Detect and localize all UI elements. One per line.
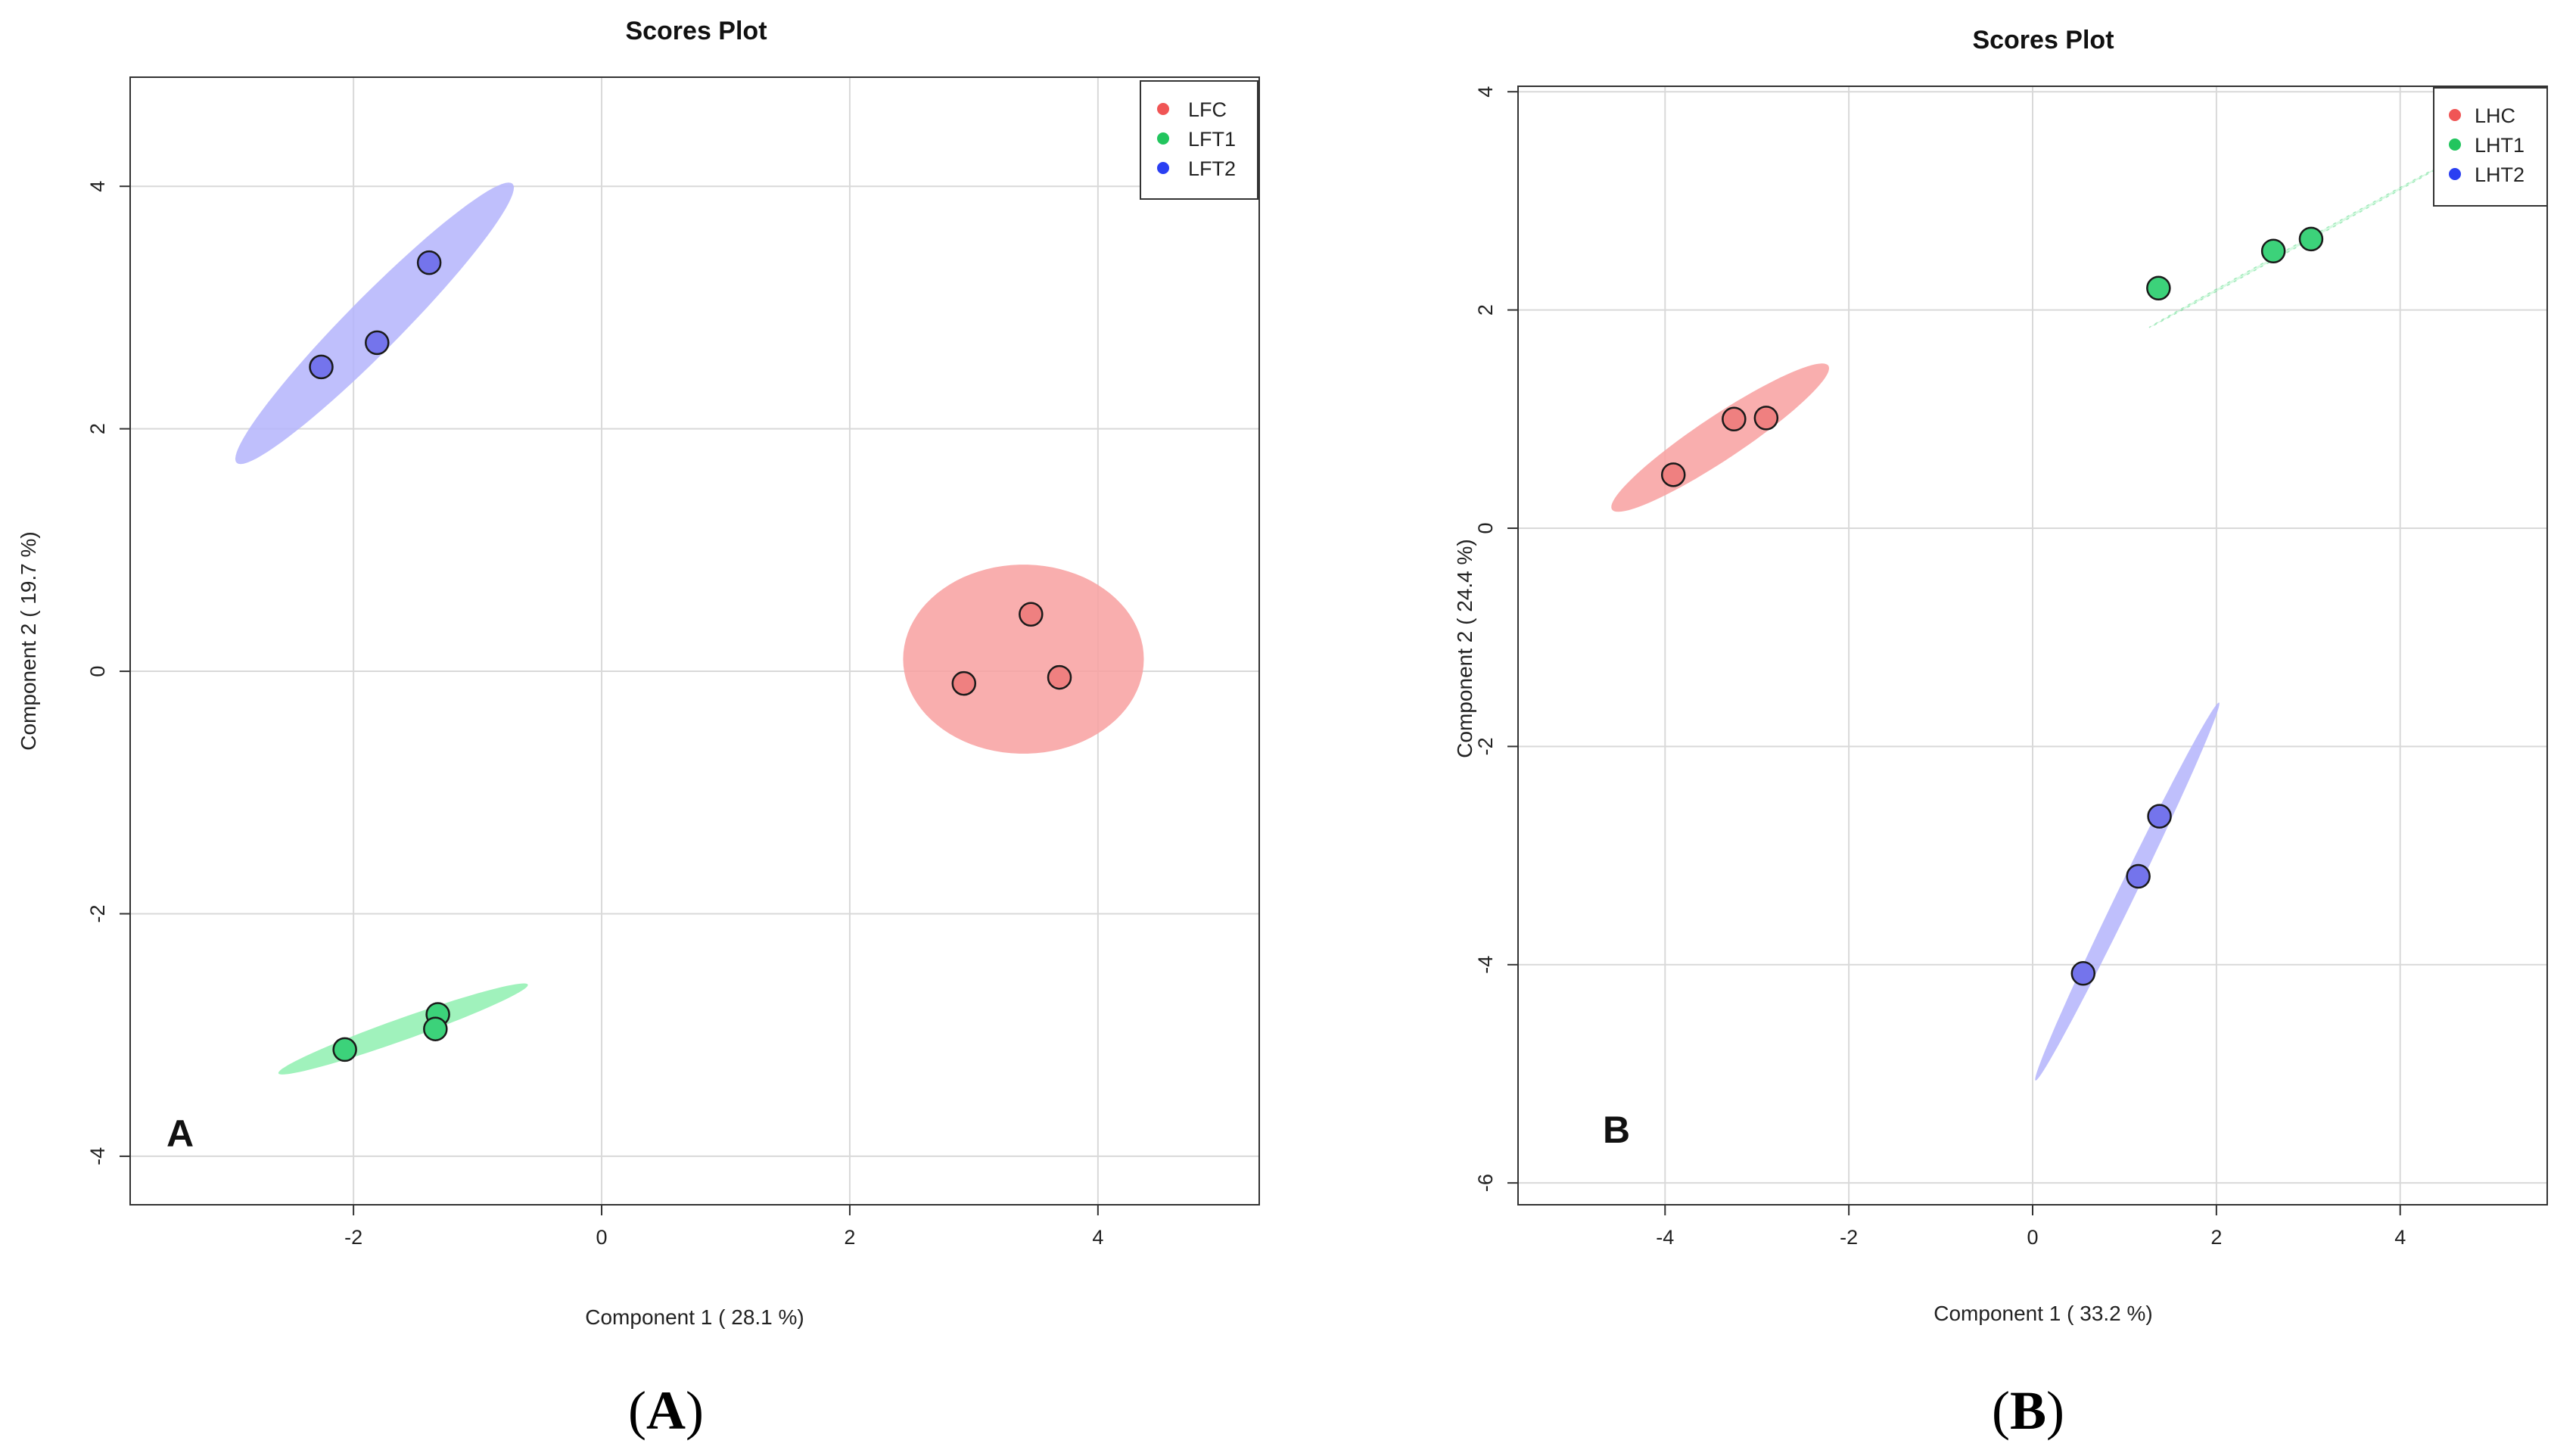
chart-a-y-tick-label: 2 xyxy=(86,423,109,434)
caption-a-open-paren: ( xyxy=(628,1380,646,1441)
chart-b-x-tick-label: 4 xyxy=(2394,1226,2406,1249)
chart-a-y-tick-label: -4 xyxy=(86,1147,109,1165)
chart-a-y-tick-label: -2 xyxy=(86,904,109,922)
legend-label-lfc: LFC xyxy=(1188,98,1227,121)
chart-a-x-tick-label: 0 xyxy=(596,1226,608,1249)
chart-b-y-tick-label: -4 xyxy=(1474,956,1497,974)
chart-b-x-tick-label: -2 xyxy=(1840,1226,1858,1249)
caption-b-letter: B xyxy=(2010,1380,2046,1441)
caption-a-close-paren: ) xyxy=(686,1380,704,1441)
chart-b-y-tick-label: -6 xyxy=(1474,1174,1497,1192)
point-lhc xyxy=(1722,406,1747,432)
point-lft2 xyxy=(309,354,334,380)
scores-plot-a: Scores Plot -2 0 2 4 -4 -2 0 2 4 Component 1 ( … xyxy=(17,17,1260,1441)
chart-b-grid xyxy=(1518,86,2547,1205)
point-lht2 xyxy=(2070,961,2096,986)
point-lfc xyxy=(951,670,977,696)
point-lht2 xyxy=(2147,804,2172,829)
chart-b-x-tick-label: 2 xyxy=(2210,1226,2222,1249)
legend-marker-lft1 xyxy=(1157,132,1169,145)
chart-a-x-tick-label: 4 xyxy=(1092,1226,1103,1249)
point-lhc xyxy=(1753,406,1779,431)
chart-a-y-tick-label: 0 xyxy=(86,666,109,677)
legend-label-lft2: LFT2 xyxy=(1188,157,1236,180)
point-lht2 xyxy=(2126,863,2151,889)
chart-b-y-ticks: -6 -4 -2 0 2 4 xyxy=(1474,86,1518,1192)
legend-marker-lhc xyxy=(2449,109,2461,121)
scores-plot-b: Scores Plot -4 -2 0 2 4 -6 -4 -2 0 2 4 Component … xyxy=(1453,26,2548,1441)
chart-b-x-ticks: -4 -2 0 2 4 xyxy=(1656,1205,2406,1249)
chart-a-plot-frame xyxy=(129,76,1260,1206)
point-lht1 xyxy=(2298,226,2324,252)
point-lht1 xyxy=(2260,238,2286,263)
point-lht1 xyxy=(2146,275,2171,301)
legend-label-lft1: LFT1 xyxy=(1188,128,1236,151)
chart-b-title: Scores Plot xyxy=(1972,26,2114,54)
point-lft2 xyxy=(416,250,442,275)
chart-a-ellipses xyxy=(235,182,1144,1075)
legend-marker-lht1 xyxy=(2449,138,2461,151)
legend-label-lht2: LHT2 xyxy=(2475,163,2525,186)
ellipse-lft2 xyxy=(235,182,515,465)
chart-a-y-axis-label: Component 2 ( 19.7 %) xyxy=(17,531,40,751)
ellipse-lht2 xyxy=(2035,702,2220,1081)
ellipse-lht1 xyxy=(2148,160,2451,328)
caption-a-letter: A xyxy=(646,1380,686,1441)
chart-b-x-tick-label: 0 xyxy=(2027,1226,2038,1249)
chart-b-y-axis-label: Component 2 ( 24.4 %) xyxy=(1453,539,1476,758)
chart-b-y-tick-label: 2 xyxy=(1474,304,1497,316)
point-lft2 xyxy=(365,330,390,356)
caption-b-open-paren: ( xyxy=(1992,1380,2010,1441)
chart-b-y-tick-label: -2 xyxy=(1474,737,1497,755)
chart-a-y-ticks: -4 -2 0 2 4 xyxy=(86,181,130,1165)
point-lft1 xyxy=(423,1016,448,1041)
chart-b-x-axis-label: Component 1 ( 33.2 %) xyxy=(1933,1302,2153,1325)
legend-marker-lft2 xyxy=(1157,162,1169,174)
point-lfc xyxy=(1019,602,1044,627)
caption-b-close-paren: ) xyxy=(2046,1380,2064,1441)
chart-b-legend: LHC LHT1 LHT2 xyxy=(2433,87,2548,207)
legend-marker-lht2 xyxy=(2449,168,2461,180)
chart-a-x-axis-label: Component 1 ( 28.1 %) xyxy=(585,1305,804,1329)
legend-label-lhc: LHC xyxy=(2475,104,2515,127)
chart-a-x-ticks: -2 0 2 4 xyxy=(344,1205,1103,1249)
chart-a-points xyxy=(309,250,1072,1062)
chart-a-title: Scores Plot xyxy=(625,17,767,45)
chart-a-x-tick-label: -2 xyxy=(344,1226,362,1249)
chart-b-y-tick-label: 0 xyxy=(1474,522,1497,534)
point-lft1 xyxy=(332,1037,357,1062)
figure-caption-b: (B) xyxy=(1992,1380,2064,1441)
chart-a-y-tick-label: 4 xyxy=(86,181,109,192)
chart-b-points xyxy=(1660,226,2324,986)
chart-a-x-tick-label: 2 xyxy=(844,1226,855,1249)
chart-b-panel-label: B xyxy=(1603,1109,1630,1151)
chart-a-panel-label: A xyxy=(166,1112,194,1155)
figure-caption-a: (A) xyxy=(628,1380,704,1441)
point-lhc xyxy=(1660,462,1686,487)
chart-a-legend: LFC LFT1 LFT2 xyxy=(1140,80,1258,200)
point-lfc xyxy=(1047,664,1072,690)
chart-b-y-tick-label: 4 xyxy=(1474,86,1497,98)
legend-marker-lfc xyxy=(1157,103,1169,115)
ellipse-lfc xyxy=(903,565,1144,754)
chart-b-legend-box xyxy=(2433,87,2548,207)
legend-label-lht1: LHT1 xyxy=(2475,134,2525,157)
chart-b-x-tick-label: -4 xyxy=(1656,1226,1674,1249)
